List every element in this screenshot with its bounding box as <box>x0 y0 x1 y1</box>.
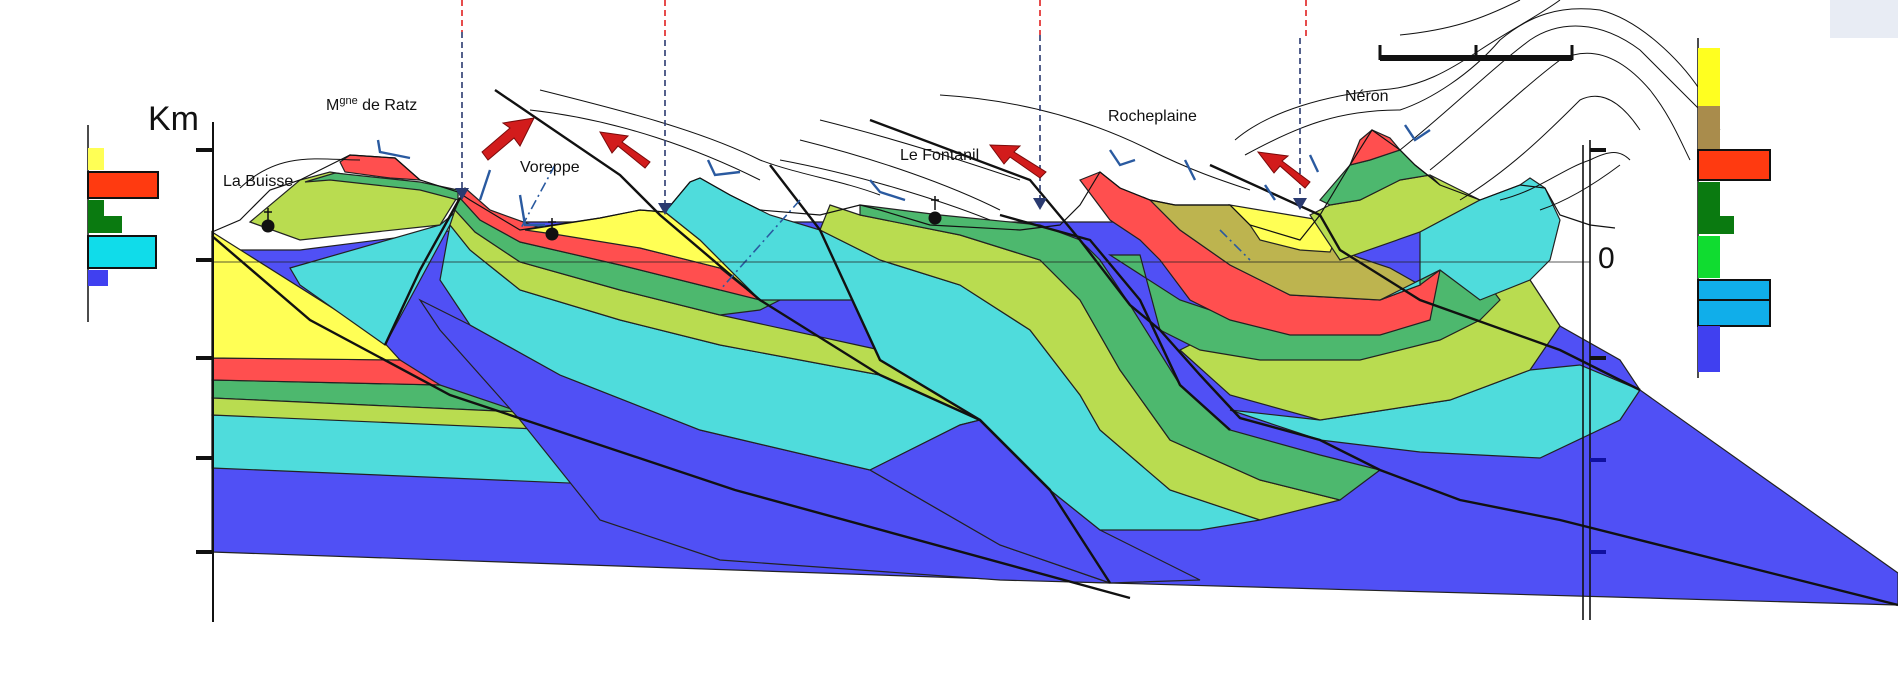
left-col-yellow <box>88 148 104 170</box>
right-col-yellow <box>1698 48 1720 106</box>
layer-green-ratz <box>304 172 459 201</box>
left-col-cyan <box>87 235 157 269</box>
left-col-darkgreen-a <box>88 200 104 216</box>
thrust-arrow-2 <box>599 131 651 169</box>
village-markers <box>261 196 942 241</box>
right-col-brown <box>1698 106 1720 150</box>
right-col-skyblue-a <box>1697 279 1771 301</box>
place-voreppe: Voreppe <box>520 159 580 176</box>
right-col-darkgreen-b <box>1698 216 1734 234</box>
church-voreppe <box>545 218 559 241</box>
fault-la-buisse <box>211 235 1131 600</box>
right-depth-axis: 0 <box>1582 140 1615 620</box>
thrust-arrow-3 <box>988 144 1047 179</box>
right-col-skyblue-b <box>1697 299 1771 327</box>
zero-label: 0 <box>1598 242 1615 275</box>
fault-rocheplaine <box>999 213 1231 431</box>
topographic-surface <box>211 129 1616 241</box>
fault-fontanil-2 <box>869 118 1898 607</box>
fault-ratz <box>383 197 462 346</box>
right-col-blue <box>1698 326 1720 372</box>
corner-panel <box>1830 0 1898 38</box>
layer-red-neron <box>1349 129 1402 166</box>
church-le-fontanil <box>928 196 942 225</box>
place-rocheplaine: Rocheplaine <box>1108 108 1197 125</box>
fault-fontanil-1 <box>769 164 1051 491</box>
borehole-lines <box>461 0 1307 210</box>
fault-lines <box>211 89 1898 607</box>
right-strat-column <box>1697 38 1771 378</box>
axis-unit-label: Km <box>148 100 199 138</box>
scale-bar <box>1378 45 1574 61</box>
place-montagne-de-ratz: Mgne de Ratz <box>326 95 417 114</box>
place-la-buisse: La Buisse <box>223 173 293 190</box>
left-depth-axis: Km <box>148 100 214 622</box>
thrust-arrow-1 <box>481 117 535 161</box>
left-col-red <box>87 171 159 199</box>
thrust-arrows <box>481 117 1311 189</box>
place-neron: Néron <box>1345 88 1389 105</box>
right-col-darkgreen-a <box>1698 182 1720 216</box>
dip-symbols <box>376 124 1431 227</box>
left-col-darkgreen-b <box>88 216 122 233</box>
layer-cyan-ratz <box>289 209 459 346</box>
church-la-buisse <box>261 208 275 233</box>
right-col-red <box>1697 149 1771 181</box>
place-le-fontanil: Le Fontanil <box>900 147 979 164</box>
right-col-brightgreen <box>1698 236 1720 278</box>
topography-contours <box>239 0 1721 221</box>
thrust-arrow-4 <box>1256 151 1311 189</box>
secondary-faults <box>519 164 1251 291</box>
left-col-blue <box>88 270 108 286</box>
left-strat-column <box>87 125 159 322</box>
borehole-arrowheads <box>455 188 1307 215</box>
